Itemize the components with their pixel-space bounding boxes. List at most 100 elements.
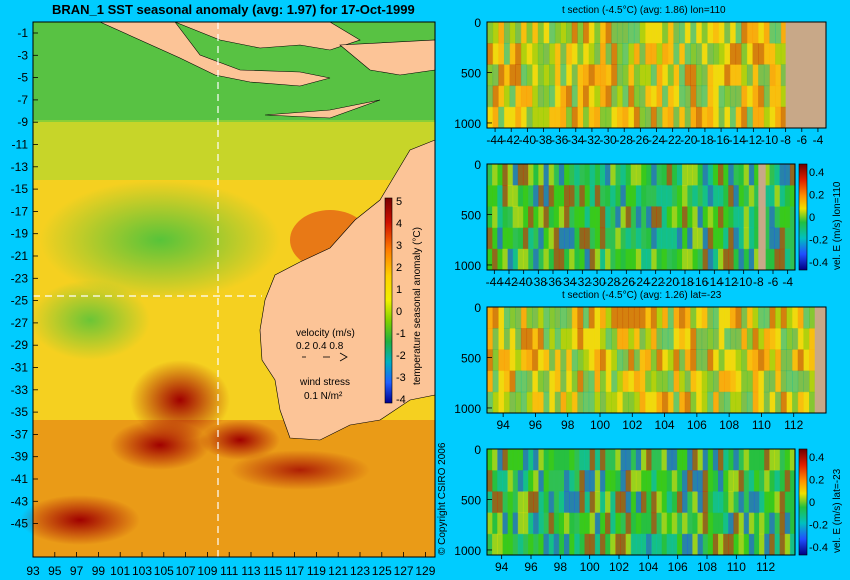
vel-colorbar-tick-label: 0.2 [809, 475, 824, 487]
colorbar-tick-label: -4 [396, 394, 406, 406]
x-tick-label: 98 [561, 418, 575, 432]
x-tick-label: -44 [486, 133, 504, 147]
lon-tick-label: 125 [372, 564, 392, 578]
x-tick-label: -18 [696, 133, 714, 147]
colorbar-tick-label: 5 [396, 196, 402, 208]
colorbar-tick-label: 4 [396, 218, 402, 230]
lat-tick-label: -19 [11, 227, 29, 241]
x-tick-label: -4 [813, 133, 824, 147]
x-tick-label: -32 [583, 133, 601, 147]
x-tick-label: -36 [551, 133, 569, 147]
x-tick-label: 100 [590, 418, 610, 432]
panel3-title: t section (-4.5°C) (avg: 1.26) lat=-23 [562, 290, 722, 301]
panel-vel-lat-23: 0 500 1000 94 96 98 100 102 104 106 108 110 112 0.4 0.… [454, 443, 828, 574]
lon-tick-label: 121 [328, 564, 348, 578]
lon-tick-label: 109 [197, 564, 217, 578]
lat-tick-label: -13 [11, 160, 29, 174]
x-tick-label: -30 [588, 275, 606, 289]
lon-tick-label: 95 [48, 564, 62, 578]
x-tick-label: -6 [768, 275, 779, 289]
x-tick-label: -14 [729, 133, 747, 147]
lat-tick-label: -9 [17, 115, 28, 129]
lon-tick-label: 123 [350, 564, 370, 578]
depth-tick-label: 0 [474, 443, 481, 457]
lat-tick-label: -41 [11, 472, 29, 486]
depth-tick-label: 0 [474, 301, 481, 315]
x-tick-label: -12 [720, 275, 738, 289]
vel-colorbar-tick-label: 0.2 [809, 190, 824, 202]
x-tick-label: -10 [761, 133, 779, 147]
lon-tick-label: 129 [415, 564, 435, 578]
vel-colorbar-tick-label: 0.4 [809, 452, 824, 464]
lat-tick-label: -35 [11, 405, 29, 419]
lat-tick-label: -29 [11, 338, 29, 352]
x-tick-label: -28 [603, 275, 621, 289]
x-tick-label: 94 [495, 560, 509, 574]
lon-tick-label: 119 [307, 564, 326, 578]
section-land [814, 307, 826, 413]
lat-tick-label: -1 [17, 26, 28, 40]
depth-tick-label: 1000 [454, 117, 481, 131]
lat-tick-label: -23 [11, 271, 29, 285]
x-tick-label: -44 [486, 275, 504, 289]
x-tick-label: 110 [752, 418, 771, 432]
velocity-legend-arrows [302, 352, 348, 362]
timor-land [264, 99, 381, 119]
lon-tick-label: 93 [26, 564, 40, 578]
x-tick-label: -24 [632, 275, 650, 289]
x-tick-label: -22 [664, 133, 682, 147]
lat-tick-label: -3 [17, 48, 28, 62]
x-tick-label: 112 [756, 560, 775, 574]
vel-colorbar-tick-label: -0.2 [809, 235, 828, 247]
lat-tick-label: -21 [11, 249, 29, 263]
lat-tick-label: -17 [11, 204, 29, 218]
lat-tick-label: -7 [17, 93, 28, 107]
vel-colorbar-tick-label: 0 [809, 212, 815, 224]
x-tick-label: -30 [599, 133, 617, 147]
x-tick-label: -16 [712, 133, 730, 147]
wind-stress-label: wind stress [300, 377, 351, 388]
lon-tick-label: 101 [110, 564, 130, 578]
depth-tick-label: 1000 [454, 402, 481, 416]
depth-tick-label: 500 [461, 208, 481, 222]
main-title: BRAN_1 SST seasonal anomaly (avg: 1.97) … [52, 2, 415, 17]
x-tick-label: -20 [680, 133, 698, 147]
x-tick-label: -8 [780, 133, 791, 147]
x-tick-label: 106 [687, 418, 707, 432]
x-tick-label: -40 [515, 275, 533, 289]
x-tick-label: 102 [609, 560, 629, 574]
lat-tick-label: -25 [11, 294, 29, 308]
x-tick-label: -34 [567, 133, 585, 147]
lon-tick-label: 103 [132, 564, 152, 578]
x-tick-label: 100 [580, 560, 600, 574]
x-tick-label: -24 [648, 133, 666, 147]
x-tick-label: 96 [524, 560, 538, 574]
lon-tick-label: 113 [241, 564, 260, 578]
panel-temp-lon110: 05001000-44-42-40-38-36-34-32-30-28-26-2… [454, 16, 827, 147]
x-tick-label: -42 [500, 275, 518, 289]
panel-vel-lon110: 05001000-44-42-40-38-36-34-32-30-28-26-2… [454, 158, 828, 289]
depth-tick-label: 500 [461, 351, 481, 365]
lon-tick-label: 99 [92, 564, 106, 578]
wind-stress-scale: 0.1 N/m² [304, 391, 343, 402]
x-tick-label: -20 [662, 275, 680, 289]
lat-tick-label: -45 [11, 517, 29, 531]
section-land [785, 22, 826, 128]
temp-colorbar [384, 197, 393, 404]
x-tick-label: -38 [530, 275, 548, 289]
x-tick-label: 104 [655, 418, 675, 432]
colorbar-tick-label: 2 [396, 262, 402, 274]
lat-tick-label: -5 [17, 71, 28, 85]
x-tick-label: -8 [753, 275, 764, 289]
lat-tick-label: -27 [11, 316, 29, 330]
x-tick-label: 104 [638, 560, 658, 574]
x-tick-label: 102 [622, 418, 642, 432]
depth-tick-label: 500 [461, 66, 481, 80]
lon-tick-label: 97 [70, 564, 84, 578]
colorbar-tick-label: 3 [396, 240, 402, 252]
vel-colorbar-tick-label: -0.4 [809, 257, 828, 269]
lon-tick-label: 115 [263, 564, 282, 578]
x-tick-label: -12 [745, 133, 763, 147]
x-tick-label: -38 [535, 133, 553, 147]
